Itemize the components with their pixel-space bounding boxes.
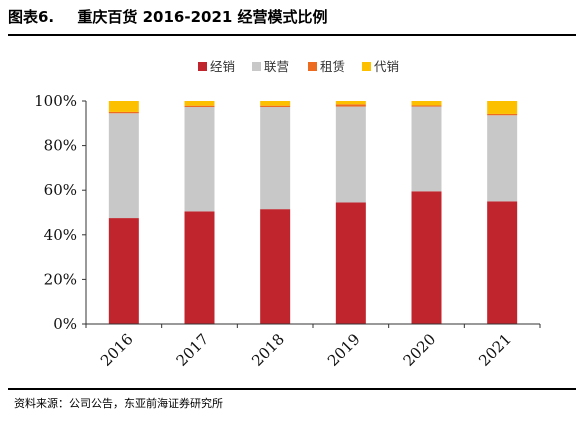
figure-title-row: 图表6. 重庆百货 2016-2021 经营模式比例 bbox=[8, 6, 328, 27]
bar-2019-series-3 bbox=[335, 104, 366, 107]
figure-label: 图表6. bbox=[8, 8, 55, 26]
bar-2017-series-3 bbox=[184, 105, 215, 108]
x-tick-label: 2019 bbox=[324, 330, 364, 370]
bar-2020-series-4 bbox=[411, 101, 442, 106]
x-tick-label: 2021 bbox=[475, 330, 515, 370]
legend: 经销 联营 租赁 代销 bbox=[198, 59, 399, 74]
bars bbox=[108, 101, 518, 324]
bottom-rule bbox=[8, 388, 576, 390]
x-tick-label: 2020 bbox=[400, 330, 440, 370]
legend-swatch-3 bbox=[308, 62, 317, 71]
bar-2021-series-1 bbox=[487, 201, 518, 324]
bar-2018-series-3 bbox=[260, 105, 291, 108]
bar-2016-series-4 bbox=[108, 101, 139, 112]
top-rule bbox=[8, 34, 576, 36]
bar-2021-series-2 bbox=[487, 115, 518, 202]
legend-swatch-2 bbox=[252, 62, 261, 71]
bar-2017-series-2 bbox=[184, 107, 215, 212]
legend-label-1: 经销 bbox=[210, 59, 235, 74]
legend-swatch-4 bbox=[362, 62, 371, 71]
bar-2018-series-1 bbox=[260, 209, 291, 324]
y-tick-label: 100% bbox=[34, 92, 77, 110]
y-tick-label: 60% bbox=[44, 181, 77, 199]
bar-2019-series-4 bbox=[335, 101, 366, 105]
bar-2019-series-2 bbox=[335, 106, 366, 203]
bar-2020-series-1 bbox=[411, 191, 442, 324]
bar-2020-series-3 bbox=[411, 105, 442, 107]
x-tick-label: 2016 bbox=[97, 330, 137, 370]
source-note: 资料来源：公司公告，东亚前海证券研究所 bbox=[14, 397, 223, 410]
bar-2017-series-1 bbox=[184, 211, 215, 324]
bar-2021-series-3 bbox=[487, 113, 518, 116]
y-tick-label: 20% bbox=[44, 270, 77, 288]
legend-swatch-1 bbox=[198, 62, 207, 71]
y-tick-label: 40% bbox=[44, 226, 77, 244]
stacked-bar-chart: 经销 联营 租赁 代销 0% 20% 40% 60% 80% 100% 2016 2017 2018 2… bbox=[34, 59, 541, 370]
bar-2016-series-2 bbox=[108, 113, 139, 219]
legend-label-3: 租赁 bbox=[320, 59, 345, 74]
bar-2019-series-1 bbox=[335, 202, 366, 324]
bar-2018-series-4 bbox=[260, 101, 291, 106]
bar-2016-series-3 bbox=[108, 111, 139, 114]
bar-2018-series-2 bbox=[260, 107, 291, 210]
y-tick-label: 80% bbox=[44, 137, 77, 155]
bar-2021-series-4 bbox=[487, 101, 518, 114]
bar-2020-series-2 bbox=[411, 106, 442, 192]
legend-label-4: 代销 bbox=[374, 59, 399, 74]
legend-label-2: 联营 bbox=[264, 59, 289, 74]
figure-title: 重庆百货 2016-2021 经营模式比例 bbox=[77, 8, 328, 26]
x-tick-label: 2017 bbox=[173, 330, 213, 370]
bar-2017-series-4 bbox=[184, 101, 215, 106]
bar-2016-series-1 bbox=[108, 218, 139, 324]
y-tick-label: 0% bbox=[53, 315, 77, 333]
x-tick-label: 2018 bbox=[248, 330, 288, 370]
